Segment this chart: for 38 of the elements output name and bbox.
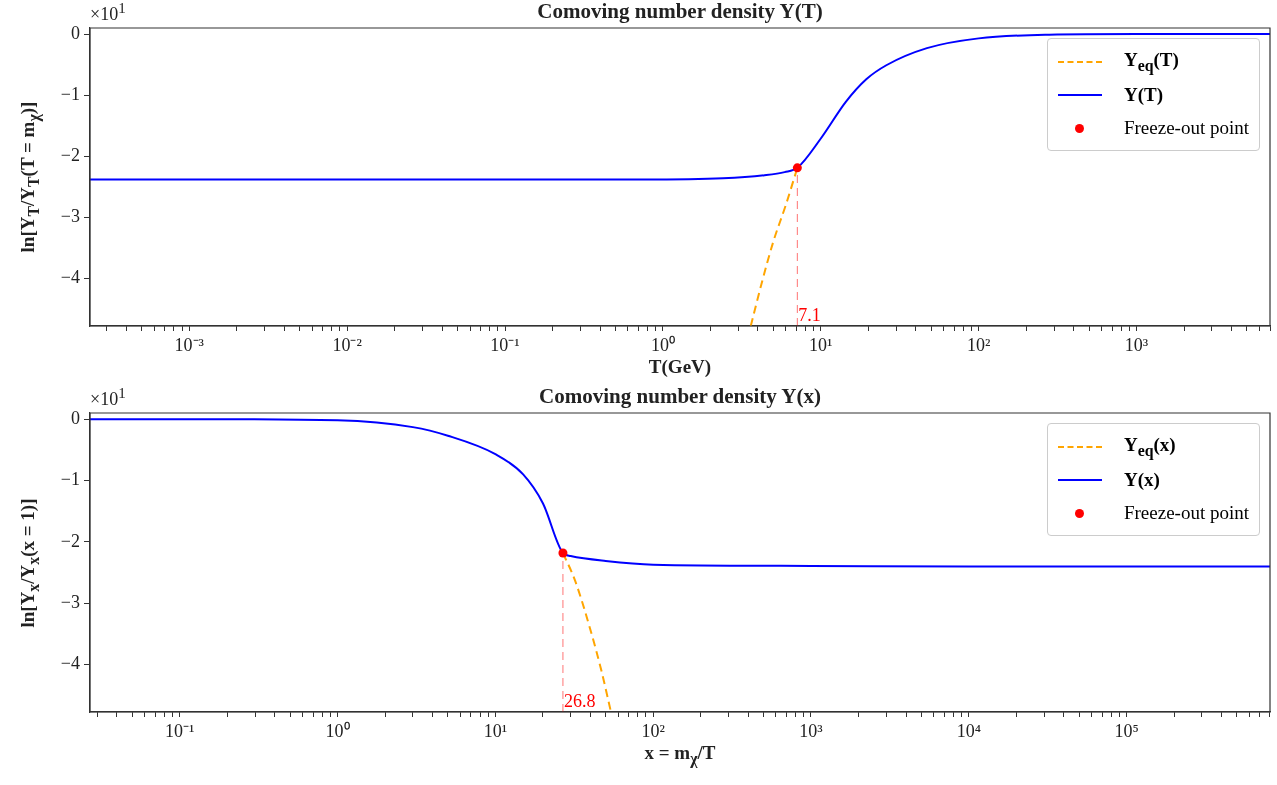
- x-tick-label: 10⁴: [956, 720, 981, 741]
- y-tick-label: −3: [60, 592, 80, 613]
- x-tick-label: 10²: [966, 334, 991, 355]
- legend-label: Y(T): [1123, 83, 1164, 106]
- legend-label: Freeze-out point: [1123, 501, 1249, 524]
- x-tick-label: 10¹: [809, 334, 833, 355]
- legend-label: Y$_{eq}$(x): [1123, 433, 1176, 460]
- text: ×10$^{1}$: [90, 0, 126, 25]
- x-tick-label: 10²: [641, 720, 665, 741]
- y-tick-label: −1: [60, 83, 80, 104]
- x-tick-label: 10⁻²: [332, 334, 362, 355]
- legend-label: Y(x): [1123, 468, 1160, 491]
- legend-label: Freeze-out point: [1123, 116, 1249, 139]
- x-axis-title: T(GeV): [647, 356, 713, 378]
- chart-title: Comoving number density Y(x): [539, 384, 821, 408]
- x-tick-label: 10⁰: [325, 720, 350, 741]
- x-axis-title: x = m$_{χ}$/T: [643, 742, 717, 768]
- y-tick-label: 0: [71, 22, 80, 43]
- legend-label: Y$_{eq}$(T): [1123, 48, 1179, 75]
- x-tick-label: 10³: [1124, 334, 1149, 355]
- x-tick-label: 10⁰: [650, 334, 675, 355]
- x-tick-label: 10⁻³: [174, 334, 205, 355]
- y-tick-label: −2: [60, 144, 80, 165]
- x-tick-label: 10³: [799, 720, 824, 741]
- y-tick-label: −4: [60, 267, 80, 288]
- y-tick-label: −4: [60, 653, 80, 674]
- chart-title: Comoving number density Y(T): [537, 0, 823, 23]
- x-tick-label: 10⁻¹: [165, 720, 195, 741]
- x-tick-label: 10¹: [483, 720, 508, 741]
- ref-line-label: 26.8: [563, 690, 596, 711]
- x-tick-label: 10⁻¹: [490, 334, 520, 355]
- y-tick-label: −3: [60, 206, 80, 227]
- ref-line-label: 7.1: [798, 304, 821, 325]
- y-tick-label: −1: [60, 469, 80, 490]
- x-tick-label: 10⁵: [1114, 720, 1139, 741]
- y-tick-label: 0: [71, 407, 80, 428]
- y-tick-label: −2: [60, 530, 80, 551]
- text: ×10$^{1}$: [90, 385, 126, 410]
